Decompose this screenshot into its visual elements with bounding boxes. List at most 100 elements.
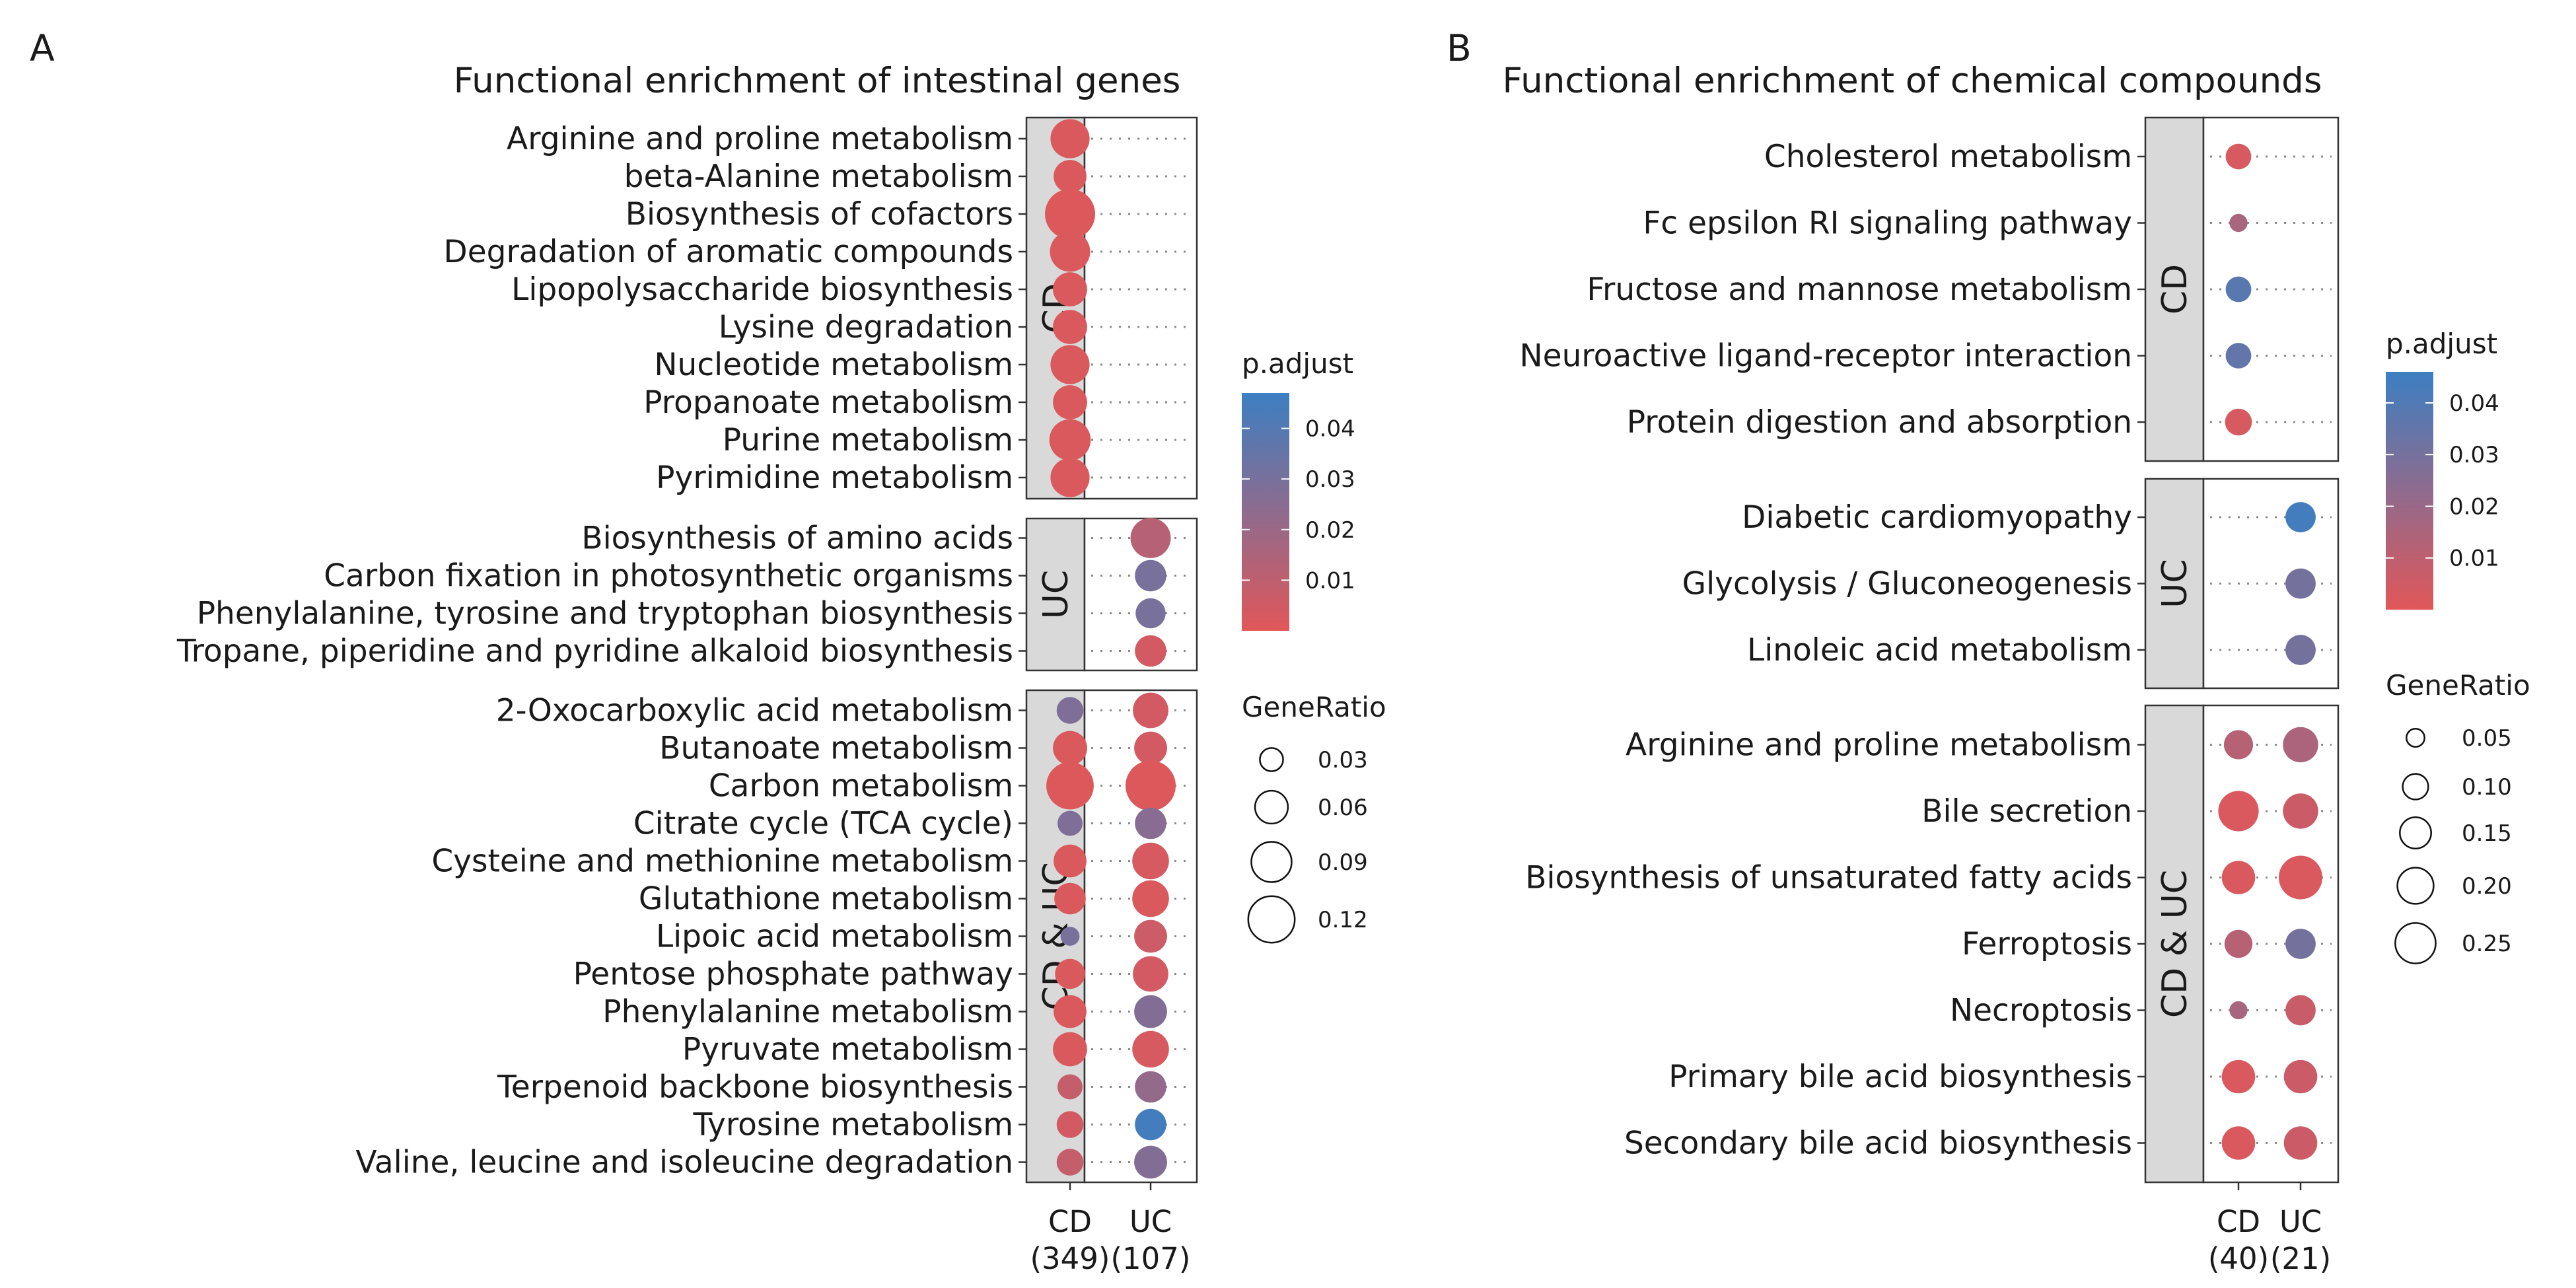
y-tick-label: Diabetic cardiomyopathy: [1742, 499, 2132, 536]
data-point: [1053, 731, 1087, 766]
facet-label: CD & UC: [2155, 870, 2195, 1018]
y-tick-label: Citrate cycle (TCA cycle): [633, 806, 1013, 842]
y-tick-label: Fructose and mannose metabolism: [1587, 271, 2132, 308]
data-point: [1133, 956, 1168, 992]
data-point: [1135, 1071, 1166, 1103]
data-point: [2285, 568, 2316, 599]
y-tick-label: Secondary bile acid biosynthesis: [1624, 1126, 2132, 1162]
data-point: [1126, 760, 1176, 811]
x-tick-line: (107): [1110, 1241, 1190, 1276]
data-point: [1050, 119, 1090, 159]
data-point: [2221, 1059, 2256, 1094]
data-point: [2223, 730, 2254, 760]
size-key: [2399, 816, 2432, 849]
size-key: [2402, 773, 2429, 801]
facet-cduc: CD & UC Arginine and proline metabolism Bi…: [1525, 704, 2340, 1184]
data-point: [2285, 502, 2316, 532]
data-point: [2224, 929, 2253, 958]
y-tick-label: 2-Oxocarboxylic acid metabolism: [496, 693, 1013, 729]
data-point: [2225, 143, 2252, 170]
data-point: [1134, 1145, 1167, 1179]
data-point: [1135, 559, 1166, 592]
data-point: [1057, 810, 1083, 836]
size-tick-label: 0.03: [1318, 747, 1368, 773]
x-tick-line: UC: [2279, 1204, 2322, 1239]
y-tick-label: Linoleic acid metabolism: [1747, 632, 2132, 668]
x-tick-line: CD: [1048, 1204, 1092, 1239]
facet-panel: [2202, 116, 2340, 462]
data-point: [1050, 231, 1091, 272]
data-point: [2285, 635, 2316, 665]
data-point: [1054, 882, 1086, 915]
y-tick-label: Neuroactive ligand-receptor interaction: [1520, 338, 2132, 375]
panel-letter: A: [30, 27, 55, 69]
data-point: [1134, 731, 1167, 765]
x-tick-label: UC (107): [1110, 1204, 1190, 1276]
size-key: [1250, 841, 1293, 883]
y-tick-label: Arginine and proline metabolism: [1626, 727, 2132, 764]
color-bar: [2386, 372, 2433, 610]
data-point: [1054, 995, 1087, 1028]
data-point: [2283, 1059, 2318, 1094]
data-point: [1045, 189, 1095, 239]
y-tick-label: Ferroptosis: [1962, 926, 2132, 962]
data-point: [2221, 1126, 2256, 1160]
facet-panel: [2202, 704, 2340, 1184]
y-tick-label: Pentose phosphate pathway: [573, 956, 1013, 993]
y-tick-label: Purine metabolism: [723, 422, 1013, 458]
y-tick-label: Necroptosis: [1950, 993, 2132, 1029]
panel-letter: B: [1447, 27, 1472, 69]
color-tick-label: 0.03: [2449, 442, 2499, 468]
y-tick-label: Fc epsilon RI signaling pathway: [1643, 205, 2132, 242]
y-tick-label: Glutathione metabolism: [639, 881, 1013, 917]
data-point: [1050, 458, 1090, 497]
data-point: [1056, 1149, 1084, 1176]
x-tick-label: UC (21): [2270, 1204, 2331, 1276]
y-tick-label: Biosynthesis of cofactors: [626, 196, 1013, 233]
data-point: [1135, 635, 1166, 667]
size-key: [1259, 747, 1284, 772]
data-point: [1050, 345, 1090, 384]
y-tick-label: Cholesterol metabolism: [1764, 139, 2132, 175]
data-point: [1054, 160, 1087, 193]
facet-strip: [1025, 517, 1086, 672]
x-tick-label: CD (349): [1030, 1204, 1110, 1276]
y-tick-label: Cysteine and methionine metabolism: [431, 843, 1013, 880]
y-tick-label: Tropane, piperidine and pyridine alkaloi…: [176, 633, 1013, 670]
data-point: [1133, 692, 1168, 729]
y-tick-label: Nucleotide metabolism: [654, 347, 1013, 383]
size-tick-label: 0.12: [1318, 907, 1368, 933]
size-key: [2396, 867, 2435, 905]
data-point: [1046, 762, 1094, 810]
data-point: [1135, 1108, 1166, 1141]
y-tick-label: beta-Alanine metabolism: [624, 159, 1013, 195]
data-point: [1053, 310, 1087, 344]
y-tick-label: Valine, leucine and isoleucine degradati…: [355, 1145, 1013, 1181]
data-point: [2221, 861, 2256, 894]
data-point: [1132, 880, 1169, 917]
size-legend-title: GeneRatio: [2386, 669, 2530, 701]
y-tick-label: Butanoate metabolism: [659, 731, 1013, 767]
y-tick-label: Arginine and proline metabolism: [507, 121, 1013, 157]
y-tick-label: Degradation of aromatic compounds: [444, 234, 1013, 270]
size-key: [1247, 895, 1296, 944]
size-key: [2406, 728, 2425, 748]
size-tick-label: 0.06: [1318, 795, 1368, 821]
x-tick-line: (21): [2270, 1241, 2331, 1276]
size-tick-label: 0.25: [2462, 931, 2512, 957]
data-point: [1132, 1030, 1169, 1068]
x-tick-line: UC: [1129, 1204, 1172, 1239]
data-point: [1135, 807, 1166, 840]
color-tick-label: 0.03: [1305, 466, 1355, 493]
data-point: [1053, 1032, 1087, 1067]
data-point: [1134, 919, 1167, 953]
data-point: [2279, 855, 2322, 900]
size-legend-title: GeneRatio: [1242, 691, 1386, 723]
data-point: [1060, 927, 1080, 946]
y-tick-label: Biosynthesis of unsaturated fatty acids: [1525, 860, 2132, 896]
data-point: [2218, 791, 2259, 832]
y-tick-label: Lipoic acid metabolism: [656, 919, 1013, 955]
y-tick-label: Phenylalanine, tyrosine and tryptophan b…: [197, 596, 1013, 632]
data-point: [1056, 697, 1084, 724]
